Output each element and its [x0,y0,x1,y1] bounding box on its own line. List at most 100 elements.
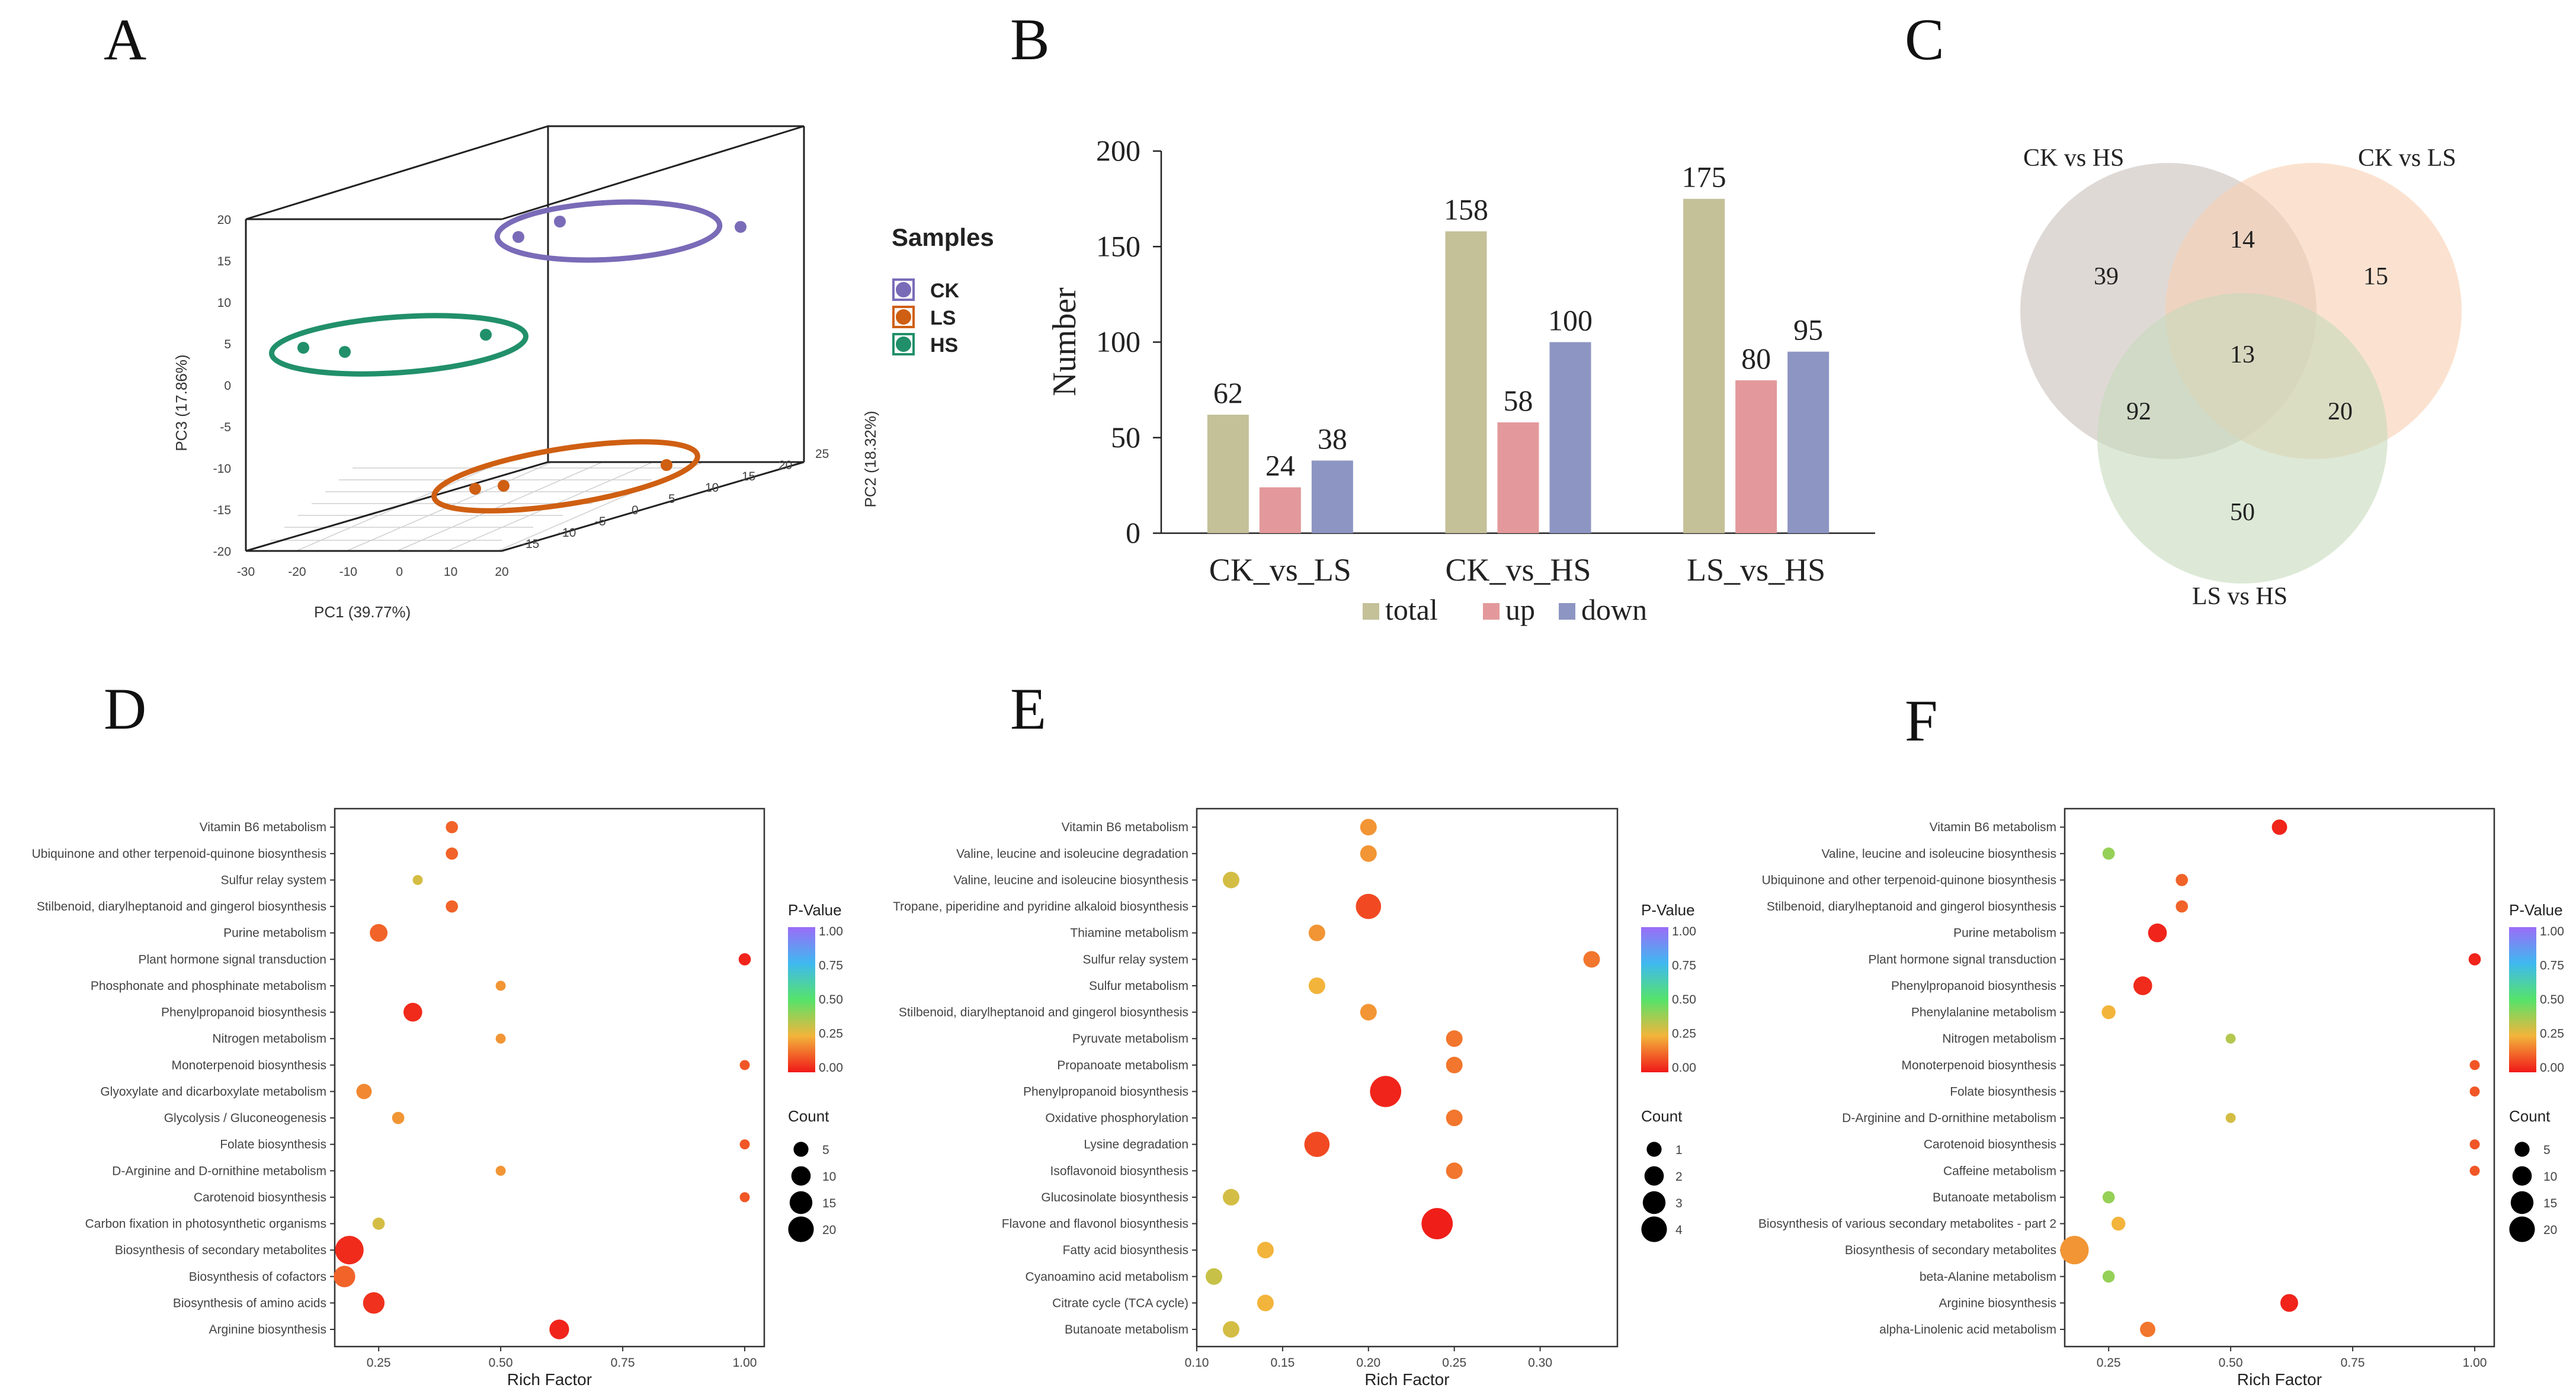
pca-y-tick: 5 [224,338,231,351]
bubble-point [1205,1268,1222,1285]
bubble-point [446,900,459,913]
bar-total [1207,415,1249,533]
bubble-term-label: Plant hormone signal transduction [1868,953,2056,966]
bubble-term-label: Citrate cycle (TCA cycle) [1052,1296,1188,1310]
venn-set-label: LS vs HS [2192,583,2287,610]
pvalue-legend-tick: 1.00 [819,925,843,938]
pvalue-legend-tick: 0.75 [1672,959,1696,973]
pca-y-tick: -15 [213,504,231,517]
pvalue-legend-tick: 0.00 [2540,1061,2564,1075]
bubble-point [739,1192,750,1203]
bubble-term-label: Pyruvate metabolism [1072,1032,1188,1046]
bubble-point [495,1033,506,1044]
count-legend-label: 4 [1675,1223,1683,1237]
pca-legend-item-ls: LS [892,306,956,329]
kegg-bubble-plot-d: Vitamin B6 metabolism Ubiquinone and othe… [32,807,843,1389]
pvalue-legend-title: P-Value [1641,901,1695,919]
bubble-x-tick-label: 0.30 [1528,1356,1552,1370]
venn-count: 20 [2328,398,2353,425]
bubble-term-label: Nitrogen metabolism [212,1032,326,1046]
bubble-point [1222,871,1239,889]
pca-x-tick: -20 [288,565,306,579]
pvalue-legend-tick: 0.50 [2540,993,2564,1007]
count-legend-title: Count [788,1107,829,1125]
bubble-term-label: Valine, leucine and isoleucine biosynthe… [953,873,1188,887]
pvalue-legend-tick: 0.25 [1672,1027,1696,1041]
bar-y-tick-label: 50 [1111,421,1140,454]
bubble-x-tick-label: 0.75 [2341,1356,2365,1370]
bubble-point [2469,1086,2480,1097]
pca-ellipse-ls [431,439,700,514]
pvalue-legend-tick: 0.00 [1672,1061,1696,1075]
count-legend-dot [1642,1191,1666,1214]
count-legend-dot [2509,1216,2535,1242]
bubble-point [1360,1004,1377,1021]
count-legend-label: 2 [1675,1170,1683,1184]
pca-x-tick: -10 [339,565,357,579]
count-legend-dot [2510,1191,2534,1214]
bar-down [1787,351,1830,533]
pca-x-tick: 20 [495,565,508,579]
bubble-point [495,1165,506,1176]
bubble-point [549,1319,569,1339]
pca-z-tick: -5 [595,515,606,528]
bubble-point [1360,845,1377,862]
bubble-point [2225,1113,2236,1123]
pca-ylabel: PC3 (17.86%) [172,354,190,451]
bar-value-label: 24 [1265,449,1295,482]
bubble-x-label: Rich Factor [2237,1370,2322,1389]
pvalue-legend-title: P-Value [788,901,842,919]
pca-x-tick: 0 [396,565,403,579]
bar-y-label: Number [1046,287,1083,396]
bubble-x-tick-label: 0.15 [1270,1356,1295,1370]
count-legend-title: Count [2509,1107,2551,1125]
pvalue-legend-tick: 1.00 [1672,925,1696,938]
bar-up [1735,380,1777,533]
count-legend-dot [791,1166,811,1186]
bubble-term-label: Stilbenoid, diarylheptanoid and gingerol… [37,900,326,914]
pca-z-tick: -15 [521,537,539,551]
bar-down [1311,460,1353,533]
count-legend-title: Count [1641,1107,1683,1125]
pca-point-hs [297,342,309,354]
pca-point-ck [735,221,746,233]
bubble-point [446,821,459,834]
venn-count: 39 [2094,263,2119,290]
bubble-term-label: Vitamin B6 metabolism [1930,821,2056,834]
bubble-term-label: Carotenoid biosynthesis [1924,1138,2056,1152]
pca-z-tick: 10 [705,481,719,495]
bubble-x-tick-label: 0.25 [2097,1356,2121,1370]
bar-category-label: CK_vs_LS [1209,552,1351,588]
bar-legend-label: total [1385,593,1438,626]
bubble-point [2225,1033,2236,1044]
bubble-x-tick-label: 1.00 [2463,1356,2487,1370]
pvalue-legend-gradient [2509,927,2536,1072]
pvalue-legend-tick: 0.75 [2540,959,2564,973]
pca-zlabel: PC2 (18.32%) [861,411,879,507]
bubble-point [1370,1076,1402,1107]
bubble-term-label: Purine metabolism [223,927,326,940]
kegg-bubble-plot-f: Vitamin B6 metabolism Valine, leucine and… [1758,807,2564,1389]
bar-value-label: 100 [1548,304,1593,337]
pca-z-tick: 5 [668,492,675,506]
bubble-term-label: Stilbenoid, diarylheptanoid and gingerol… [899,1006,1188,1020]
bar-legend-swatch [1363,603,1379,620]
venn-count: 15 [2363,263,2388,290]
bar-y-tick-label: 200 [1096,134,1140,167]
bubble-term-label: Caffeine metabolism [1943,1164,2056,1178]
bubble-point [2133,976,2152,995]
bubble-point [2102,1270,2115,1283]
count-legend-label: 10 [822,1170,836,1184]
bubble-term-label: Ubiquinone and other terpenoid-quinone b… [1762,873,2056,887]
pca-point-hs [339,346,351,358]
bar-value-label: 95 [1793,313,1823,347]
bubble-point [335,1236,364,1265]
bubble-term-label: Butanoate metabolism [1933,1191,2056,1204]
bubble-point [446,847,459,860]
pca-z-tick: -10 [558,526,576,540]
pca-xlabel: PC1 (39.77%) [314,603,411,621]
panel-label-d: D [104,676,146,742]
pca-x-tick: 10 [444,565,457,579]
bar-legend-label: up [1505,593,1535,626]
